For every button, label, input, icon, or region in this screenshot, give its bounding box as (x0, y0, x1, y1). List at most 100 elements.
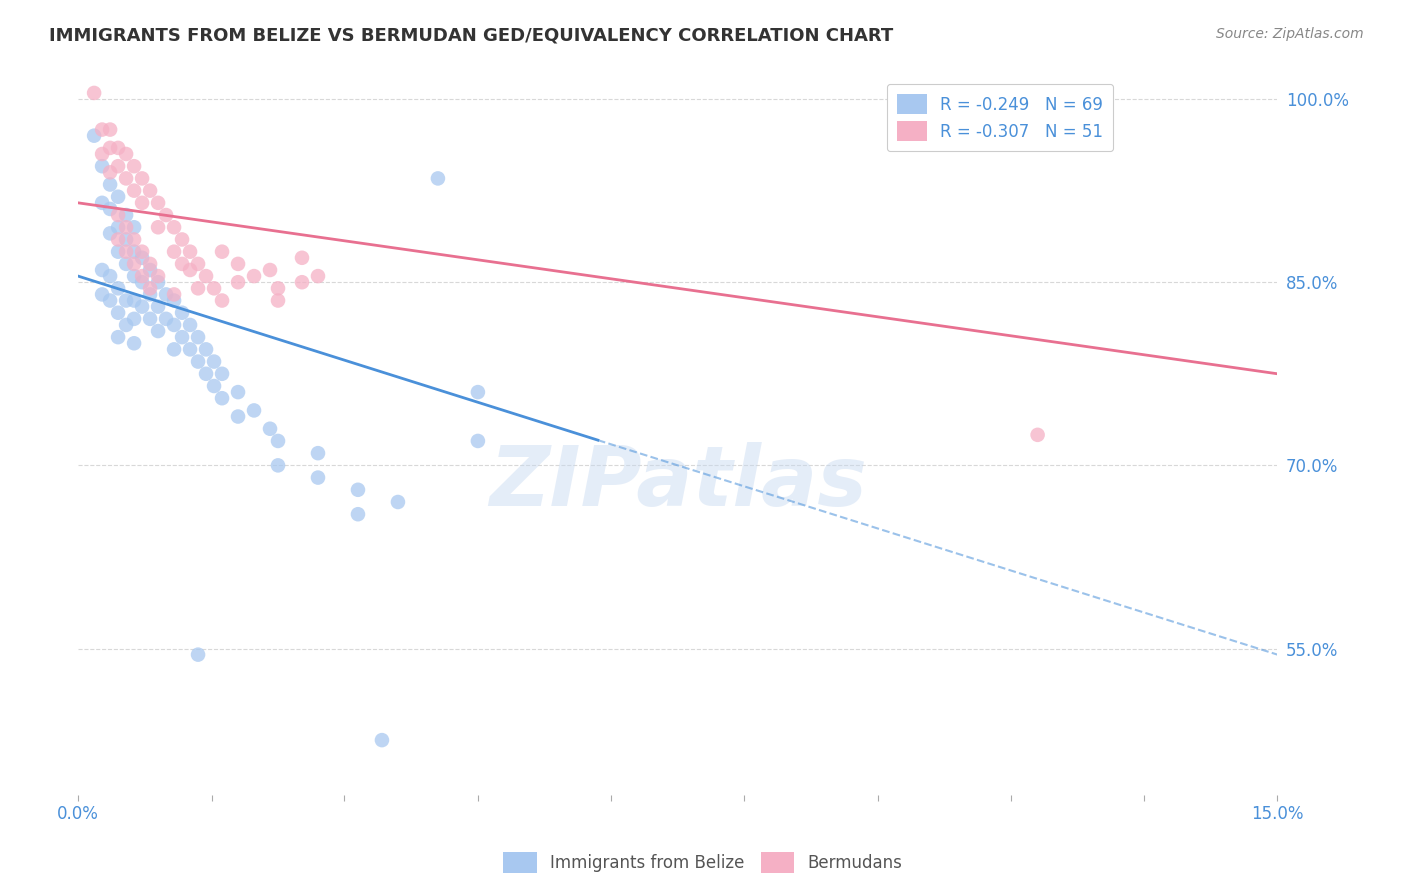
Point (170, 330, 193, 344)
Point (115, 171, 138, 186)
Point (115, 147, 138, 161)
Point (146, 300, 169, 314)
Point (107, 232, 129, 246)
Text: IMMIGRANTS FROM BELIZE VS BERMUDAN GED/EQUIVALENCY CORRELATION CHART: IMMIGRANTS FROM BELIZE VS BERMUDAN GED/E… (49, 27, 893, 45)
Point (291, 275, 314, 289)
Point (170, 306, 193, 320)
Point (371, 733, 394, 747)
Point (122, 220, 145, 235)
Point (122, 257, 145, 271)
Legend: Immigrants from Belize, Bermudans: Immigrants from Belize, Bermudans (496, 846, 910, 880)
Point (163, 244, 186, 259)
Point (155, 208, 177, 222)
Point (122, 232, 145, 246)
Point (122, 184, 145, 198)
Point (98, 202, 121, 216)
Point (195, 269, 218, 284)
Point (307, 470, 329, 484)
Point (98, 122, 121, 136)
Point (98, 165, 121, 179)
Point (170, 232, 193, 246)
Point (195, 367, 218, 381)
Point (122, 244, 145, 259)
Point (202, 354, 225, 368)
Point (83, 86, 105, 100)
Point (155, 311, 177, 326)
Point (267, 281, 290, 295)
Point (91, 195, 114, 210)
Point (259, 263, 281, 277)
Point (179, 343, 201, 357)
Point (163, 293, 186, 308)
Point (98, 227, 121, 241)
Point (115, 244, 138, 259)
Point (131, 195, 153, 210)
Point (139, 311, 162, 326)
Point (122, 269, 145, 284)
Point (202, 379, 225, 393)
Point (115, 257, 138, 271)
Point (122, 311, 145, 326)
Point (187, 257, 209, 271)
Point (226, 257, 249, 271)
Point (211, 244, 233, 259)
Point (307, 446, 329, 460)
Point (187, 354, 209, 368)
Point (267, 458, 290, 473)
Point (226, 385, 249, 400)
Text: ZIPatlas: ZIPatlas (489, 442, 866, 523)
Point (211, 367, 233, 381)
Point (98, 293, 121, 308)
Point (243, 269, 266, 284)
Point (211, 391, 233, 405)
Point (107, 281, 129, 295)
Point (179, 244, 201, 259)
Point (115, 208, 138, 222)
Point (122, 159, 145, 173)
Point (122, 293, 145, 308)
Point (146, 220, 169, 235)
Point (139, 287, 162, 301)
Point (146, 269, 169, 284)
Point (115, 293, 138, 308)
Point (170, 257, 193, 271)
Point (187, 330, 209, 344)
Point (139, 263, 162, 277)
Point (467, 385, 489, 400)
Point (107, 220, 129, 235)
Point (163, 318, 186, 332)
Point (267, 293, 290, 308)
Point (131, 300, 153, 314)
Point (202, 281, 225, 295)
Point (139, 184, 162, 198)
Point (107, 330, 129, 344)
Point (122, 336, 145, 351)
Point (195, 343, 218, 357)
Point (91, 122, 114, 136)
Point (91, 147, 114, 161)
Legend: R = -0.249   N = 69, R = -0.307   N = 51: R = -0.249 N = 69, R = -0.307 N = 51 (887, 84, 1114, 152)
Point (131, 275, 153, 289)
Point (267, 434, 290, 448)
Point (131, 251, 153, 265)
Point (107, 208, 129, 222)
Point (107, 141, 129, 155)
Point (115, 232, 138, 246)
Point (146, 275, 169, 289)
Point (347, 507, 370, 521)
Point (347, 483, 370, 497)
Point (187, 281, 209, 295)
Point (1026, 427, 1049, 442)
Point (211, 293, 233, 308)
Point (115, 220, 138, 235)
Point (259, 422, 281, 436)
Point (98, 178, 121, 192)
Point (155, 287, 177, 301)
Point (131, 269, 153, 284)
Point (131, 171, 153, 186)
Point (146, 195, 169, 210)
Point (98, 141, 121, 155)
Point (91, 287, 114, 301)
Point (387, 495, 409, 509)
Point (226, 275, 249, 289)
